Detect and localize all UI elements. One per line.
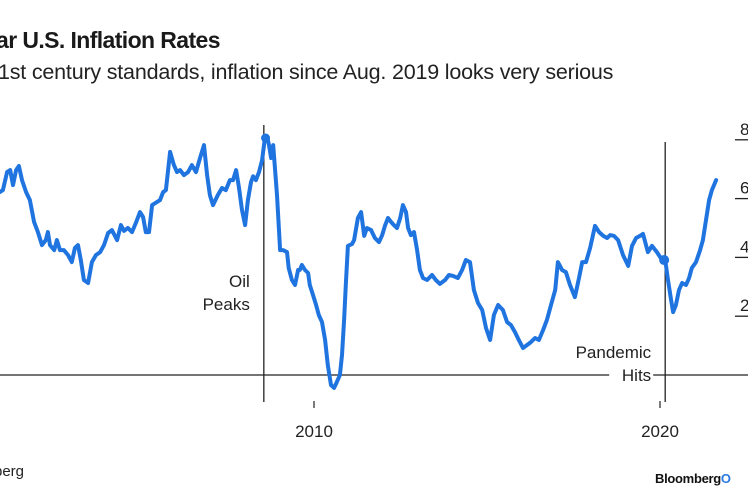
source-text: berg: [0, 463, 25, 480]
pandemic-label-1: Pandemic: [576, 343, 652, 362]
annotations: Oil Peaks Pandemic Hits: [203, 125, 666, 402]
tick-labels: 2 4 6 8 2010 2020: [295, 120, 748, 441]
pandemic-label-bg: [609, 366, 654, 385]
y-tick-label-4: 4: [740, 237, 748, 256]
chart-subtitle: 1st century standards, inflation since A…: [0, 60, 614, 84]
oil-peaks-label-2: Peaks: [203, 295, 250, 314]
x-tick-label-2020: 2020: [641, 422, 679, 441]
y-tick-label-2: 2: [740, 296, 748, 315]
y-tick-label-6: 6: [740, 179, 748, 198]
chart-title: ar U.S. Inflation Rates: [0, 27, 221, 53]
pandemic-marker: [659, 255, 670, 266]
bloomberg-logo: BloombergO: [655, 471, 731, 486]
series-line-0: [0, 134, 719, 390]
source-note: berg: [0, 463, 24, 480]
oil-peaks-label-1: Oil: [229, 272, 250, 291]
oil-peak-marker: [261, 133, 271, 143]
x-tick-label-2010: 2010: [295, 422, 333, 441]
brand-accent: O: [720, 471, 731, 486]
pandemic-label-2: Hits: [622, 366, 651, 385]
brand-text: Bloomberg: [655, 471, 721, 486]
series-layer: [0, 133, 719, 390]
y-tick-label-8: 8: [740, 120, 748, 139]
